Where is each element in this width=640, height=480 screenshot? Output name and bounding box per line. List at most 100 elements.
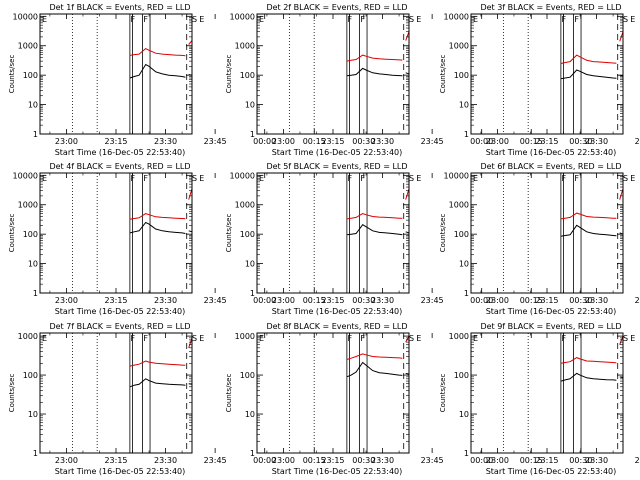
x-tick-label: 23:15 <box>104 137 127 146</box>
lld-series-line <box>405 187 409 200</box>
x-axis-title: Start Time (16-Dec-05 22:53:40) <box>55 148 186 157</box>
flag-letter: F <box>574 15 579 24</box>
flag-letter: E <box>199 15 204 24</box>
x-axis-title: Start Time (16-Dec-05 22:53:40) <box>55 467 186 476</box>
x-tick-label: 00:15 <box>303 137 326 146</box>
lld-series-line <box>129 360 186 367</box>
y-tick-label: 10 <box>28 101 38 110</box>
events-series-line <box>346 361 403 378</box>
lld-series-line <box>346 353 403 360</box>
y-tick-label: 10000 <box>230 12 255 21</box>
y-tick-label: 100 <box>240 71 255 80</box>
y-tick-label: 10 <box>28 260 38 269</box>
y-tick-label: 100 <box>240 371 255 380</box>
events-series-line <box>560 69 617 80</box>
x-tick-label: 00:30 <box>569 456 592 465</box>
lld-series-line <box>188 187 192 200</box>
lld-series-line <box>560 212 617 220</box>
flag-letter: E <box>42 334 47 343</box>
lld-series-line <box>619 187 623 200</box>
flag-letter: E <box>473 334 478 343</box>
x-tick-label: 00:15 <box>520 137 543 146</box>
lld-series-line <box>619 30 623 42</box>
flag-letter: E <box>42 174 47 183</box>
flag-letter: F <box>143 174 148 183</box>
y-tick-label: 100 <box>23 230 38 239</box>
x-axis-title: Start Time (16-Dec-05 22:53:40) <box>486 307 617 316</box>
x-tick-label: 23:30 <box>585 137 608 146</box>
plot-frame <box>470 332 624 454</box>
plot-frame <box>39 332 193 454</box>
flag-letter: E <box>416 174 421 183</box>
plot-frame <box>470 13 624 135</box>
flag-letter: F <box>562 174 567 183</box>
panel-title: Det 3f BLACK = Events, RED = LLD <box>480 3 621 12</box>
panel-title: Det 6f BLACK = Events, RED = LLD <box>480 162 621 171</box>
events-series-line <box>129 63 186 79</box>
y-tick-label: 10000 <box>13 171 38 180</box>
x-tick-label: 23:15 <box>104 456 127 465</box>
panel-title: Det 7f BLACK = Events, RED = LLD <box>49 322 190 331</box>
panel-title: Det 1f BLACK = Events, RED = LLD <box>49 3 190 12</box>
flag-letter: F <box>574 174 579 183</box>
lld-series-line <box>218 363 228 364</box>
events-series-line <box>560 224 617 237</box>
lld-series-line <box>188 39 192 45</box>
x-tick-label: 00:00 <box>253 456 276 465</box>
x-tick-label: 00:15 <box>520 456 543 465</box>
y-tick-label: 1 <box>464 289 469 298</box>
x-tick-label: 23:45 <box>421 137 444 146</box>
flag-letter: F <box>360 15 365 24</box>
x-tick-label: 00:30 <box>569 296 592 305</box>
x-tick-label: 23:30 <box>154 296 177 305</box>
x-tick-label: 23:30 <box>371 137 394 146</box>
flag-letter: S <box>623 15 628 24</box>
y-tick-label: 1000 <box>449 42 469 51</box>
x-tick-label: 23:15 <box>104 296 127 305</box>
lld-series-line <box>560 357 617 364</box>
flag-letter: F <box>131 334 136 343</box>
y-tick-label: 1000 <box>449 201 469 210</box>
x-tick-label: 23:45 <box>204 137 227 146</box>
flag-letter: S <box>192 334 197 343</box>
x-axis-title: Start Time (16-Dec-05 22:53:40) <box>272 148 403 157</box>
flag-letter: S <box>192 15 197 24</box>
x-tick-label: 23:45 <box>204 296 227 305</box>
x-tick-label: 23:15 <box>535 137 558 146</box>
y-axis-title: Counts/sec <box>225 55 233 94</box>
y-axis-title: Counts/sec <box>439 374 447 413</box>
y-tick-label: 100 <box>23 371 38 380</box>
x-tick-label: 00:15 <box>303 456 326 465</box>
plot-frame <box>39 172 193 294</box>
x-tick-label: 00:00 <box>253 137 276 146</box>
flag-letter: F <box>348 15 353 24</box>
y-tick-label: 1 <box>250 289 255 298</box>
y-tick-label: 1000 <box>18 42 38 51</box>
flag-letter: S <box>409 334 414 343</box>
x-tick-label: 23:45 <box>421 456 444 465</box>
x-axis-title: Start Time (16-Dec-05 22:53:40) <box>272 307 403 316</box>
x-tick-label: 23:15 <box>321 296 344 305</box>
x-tick-label: 00:00 <box>470 296 493 305</box>
flag-letter: E <box>42 15 47 24</box>
x-tick-label: 23:15 <box>535 296 558 305</box>
y-axis-title: Counts/sec <box>439 214 447 253</box>
y-tick-label: 10 <box>459 410 469 419</box>
y-tick-label: 10000 <box>444 171 469 180</box>
x-axis-title: Start Time (16-Dec-05 22:53:40) <box>486 467 617 476</box>
panel-title: Det 4f BLACK = Events, RED = LLD <box>49 162 190 171</box>
y-tick-label: 10 <box>459 101 469 110</box>
flag-letter: S <box>623 174 628 183</box>
lld-series-line <box>619 335 623 345</box>
flag-letter: E <box>630 334 635 343</box>
x-tick-label: 23:00 <box>55 137 78 146</box>
events-series-line <box>405 231 409 234</box>
flag-letter: E <box>199 334 204 343</box>
x-tick-label: 00:30 <box>352 137 375 146</box>
y-tick-label: 1 <box>464 449 469 458</box>
y-tick-label: 1 <box>33 130 38 139</box>
